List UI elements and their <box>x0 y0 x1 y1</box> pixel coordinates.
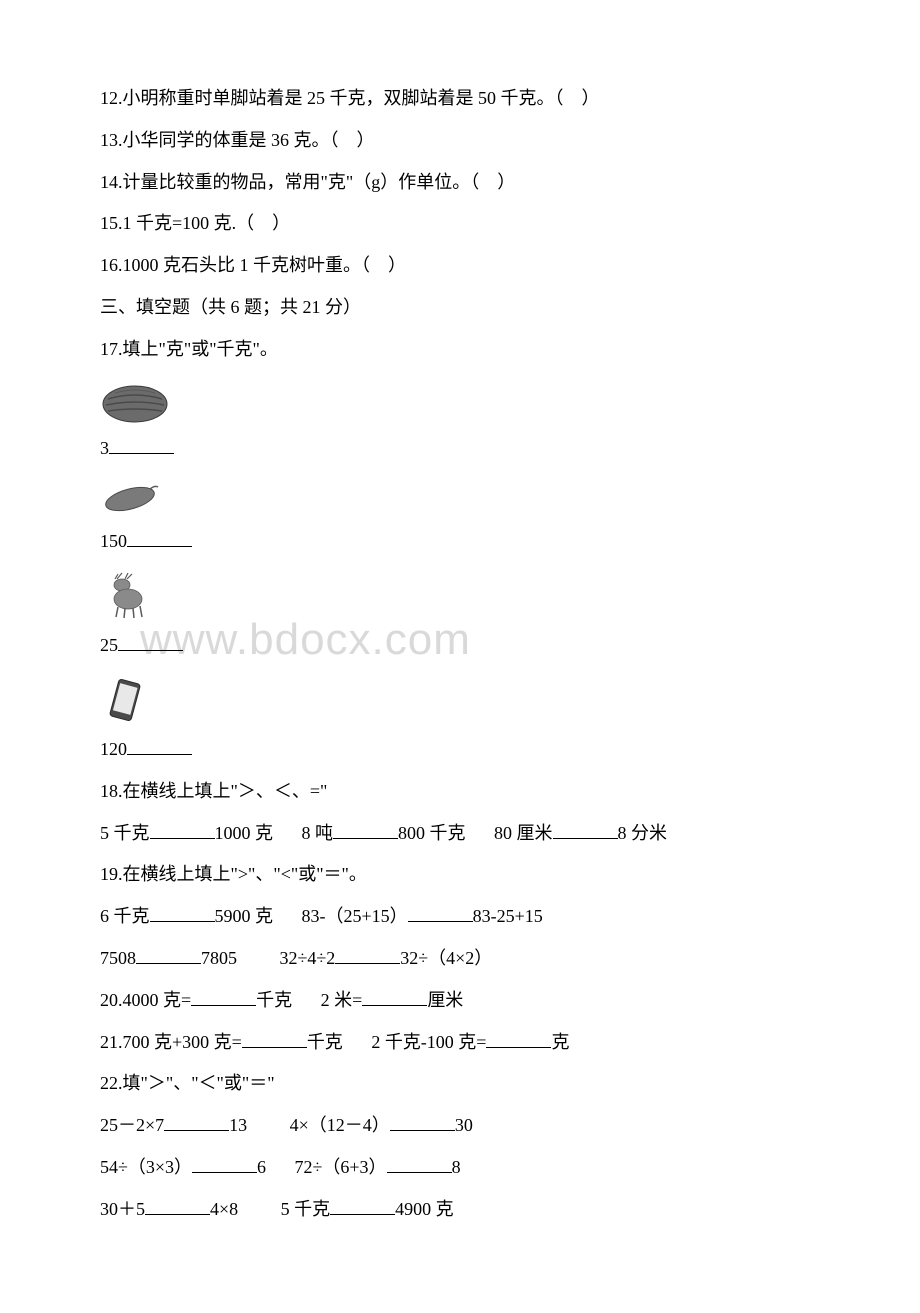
q17-item-4: 120 <box>100 731 820 769</box>
q19-a2: 5900 克 <box>215 906 274 926</box>
blank-fill <box>136 946 201 964</box>
q22-row2: 54÷（3×3） 6 72÷（6+3） 8 <box>100 1149 820 1187</box>
q17-prompt: 17.填上"克"或"千克"。 <box>100 331 820 369</box>
q19-c1: 7508 <box>100 948 136 968</box>
q19-c2: 7805 <box>201 948 237 968</box>
q20-a2: 千克 <box>256 990 292 1010</box>
q18-c2: 8 分米 <box>618 823 668 843</box>
q22-a1: 25－2×7 <box>100 1115 164 1135</box>
blank-fill <box>164 1113 229 1131</box>
blank-fill <box>408 904 473 922</box>
q22-c2: 6 <box>257 1157 266 1177</box>
phone-icon <box>100 675 150 725</box>
q18-a1: 5 千克 <box>100 823 150 843</box>
blank-fill <box>242 1030 307 1048</box>
gourd-icon <box>100 477 165 517</box>
q22-b1: 4×（12－4） <box>290 1115 390 1135</box>
blank-fill <box>127 737 192 755</box>
q17-item-2: 150 <box>100 523 820 561</box>
q21-a2: 千克 <box>307 1032 343 1052</box>
q18-row: 5 千克 1000 克 8 吨 800 千克 80 厘米 8 分米 <box>100 815 820 853</box>
blank-fill <box>145 1197 210 1215</box>
q17-item-3: 25 <box>100 627 820 665</box>
q20-b2: 厘米 <box>427 990 463 1010</box>
q17-item-4-value: 120 <box>100 739 127 759</box>
blank-fill <box>553 821 618 839</box>
blank-fill <box>109 436 174 454</box>
blank-fill <box>192 1155 257 1173</box>
q16-text: 16.1000 克石头比 1 千克树叶重。（ ） <box>100 247 820 285</box>
blank-fill <box>387 1155 452 1173</box>
q22-d1: 72÷（6+3） <box>295 1157 387 1177</box>
q14-text: 14.计量比较重的物品，常用"克"（g）作单位。（ ） <box>100 164 820 202</box>
q19-b1: 83-（25+15） <box>302 906 408 926</box>
q13-text: 13.小华同学的体重是 36 克。（ ） <box>100 122 820 160</box>
blank-fill <box>486 1030 551 1048</box>
blank-fill <box>390 1113 455 1131</box>
q20-a1: 20.4000 克= <box>100 990 191 1010</box>
blank-fill <box>333 821 398 839</box>
q18-a2: 1000 克 <box>215 823 274 843</box>
q22-f1: 5 千克 <box>281 1199 331 1219</box>
q22-b2: 30 <box>455 1115 473 1135</box>
q22-e1: 30＋5 <box>100 1199 145 1219</box>
q21-b1: 2 千克-100 克= <box>371 1032 486 1052</box>
q21-a1: 21.700 克+300 克= <box>100 1032 242 1052</box>
q18-b1: 8 吨 <box>302 823 334 843</box>
blank-fill <box>191 988 256 1006</box>
q22-row1: 25－2×7 13 4×（12－4） 30 <box>100 1107 820 1145</box>
q22-c1: 54÷（3×3） <box>100 1157 192 1177</box>
blank-fill <box>335 946 400 964</box>
blank-fill <box>127 529 192 547</box>
q19-row1: 6 千克 5900 克 83-（25+15） 83-25+15 <box>100 898 820 936</box>
watermelon-icon <box>100 379 170 424</box>
q12-text: 12.小明称重时单脚站着是 25 千克，双脚站着是 50 千克。（ ） <box>100 80 820 118</box>
q17-item-2-value: 150 <box>100 531 127 551</box>
blank-fill <box>118 633 183 651</box>
blank-fill <box>330 1197 395 1215</box>
q17-item-1: 3 <box>100 430 820 468</box>
q22-e2: 4×8 <box>210 1199 238 1219</box>
blank-fill <box>150 821 215 839</box>
q18-prompt: 18.在横线上填上"＞、＜、=" <box>100 773 820 811</box>
q17-item-3-value: 25 <box>100 635 118 655</box>
blank-fill <box>150 904 215 922</box>
q19-row2: 7508 7805 32÷4÷2 32÷（4×2） <box>100 940 820 978</box>
section3-heading: 三、填空题（共 6 题；共 21 分） <box>100 289 820 327</box>
q18-c1: 80 厘米 <box>494 823 553 843</box>
q20-row: 20.4000 克= 千克 2 米= 厘米 <box>100 982 820 1020</box>
q20-b1: 2 米= <box>321 990 363 1010</box>
q21-b2: 克 <box>551 1032 569 1052</box>
q21-row: 21.700 克+300 克= 千克 2 千克-100 克= 克 <box>100 1024 820 1062</box>
q22-f2: 4900 克 <box>395 1199 454 1219</box>
q22-d2: 8 <box>452 1157 461 1177</box>
q22-a2: 13 <box>229 1115 247 1135</box>
q19-d2: 32÷（4×2） <box>400 948 492 968</box>
q19-d1: 32÷4÷2 <box>280 948 336 968</box>
q22-row3: 30＋5 4×8 5 千克 4900 克 <box>100 1191 820 1229</box>
q19-a1: 6 千克 <box>100 906 150 926</box>
q19-prompt: 19.在横线上填上">"、"<"或"＝"。 <box>100 856 820 894</box>
deer-icon <box>100 571 155 621</box>
q15-text: 15.1 千克=100 克.（ ） <box>100 205 820 243</box>
q19-b2: 83-25+15 <box>473 906 543 926</box>
q18-b2: 800 千克 <box>398 823 466 843</box>
q17-item-1-value: 3 <box>100 438 109 458</box>
blank-fill <box>362 988 427 1006</box>
q22-prompt: 22.填"＞"、"＜"或"＝" <box>100 1065 820 1103</box>
